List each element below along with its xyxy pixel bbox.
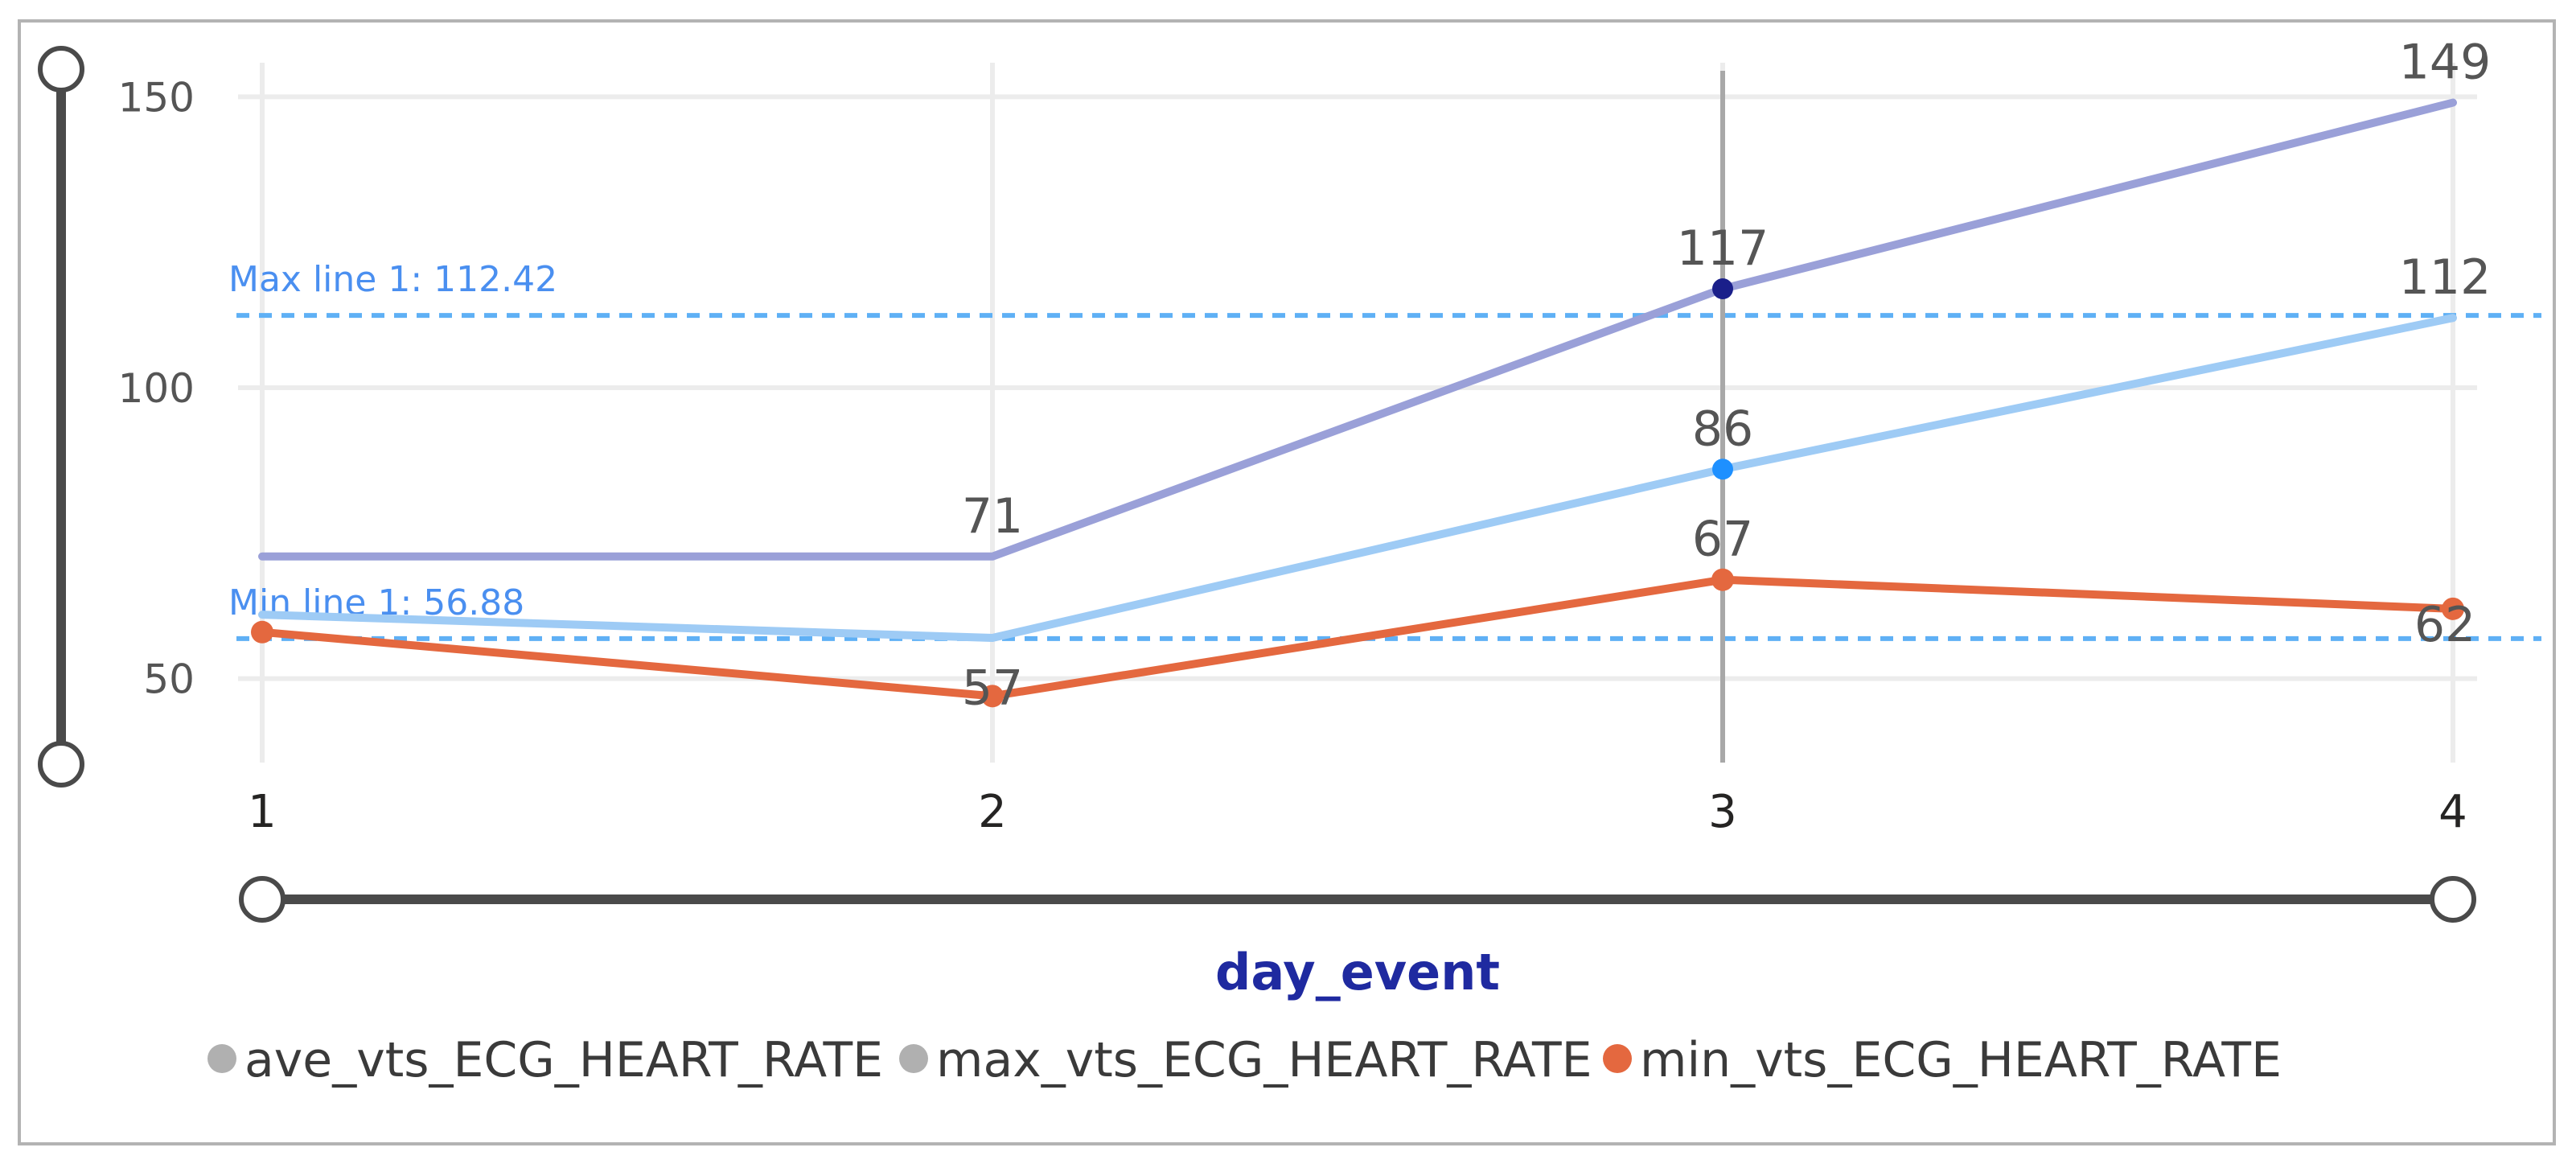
data-label: 149: [2399, 35, 2492, 91]
x-tick-label: 1: [248, 786, 277, 838]
y-tick-label: 100: [118, 365, 195, 412]
chart-frame: Max line 1: 112.42 Min line 1: 56.88 86 11…: [18, 19, 2556, 1145]
legend-item[interactable]: ave_vts_ECG_HEART_RATE: [244, 1032, 883, 1088]
legend-marker[interactable]: [1603, 1044, 1632, 1073]
legend-item[interactable]: min_vts_ECG_HEART_RATE: [1640, 1032, 2282, 1088]
x-tick-label: 2: [978, 786, 1007, 838]
x-zoom-slider-handle-right[interactable]: [2430, 876, 2476, 923]
legend-marker[interactable]: [207, 1044, 236, 1073]
reference-line-label: Max line 1: 112.42: [228, 259, 557, 300]
x-tick-label: 3: [1708, 786, 1737, 838]
data-point[interactable]: [2442, 597, 2464, 620]
x-tick-label: 4: [2438, 786, 2467, 838]
y-tick-label: 50: [143, 656, 195, 703]
data-point[interactable]: [1712, 278, 1733, 300]
data-label: 112: [2399, 249, 2492, 306]
series-line-max_vts_ECG_HEART_RATE[interactable]: [258, 98, 2457, 561]
series-line-min_vts_ECG_HEART_RATE[interactable]: [258, 575, 2457, 701]
data-point[interactable]: [1712, 459, 1733, 480]
legend-marker[interactable]: [899, 1044, 928, 1073]
series-line-ave_vts_ECG_HEART_RATE[interactable]: [258, 314, 2457, 643]
data-point[interactable]: [1711, 568, 1734, 591]
y-zoom-slider-handle-bottom[interactable]: [38, 741, 84, 788]
y-zoom-slider-handle-top[interactable]: [38, 46, 84, 93]
legend-item[interactable]: max_vts_ECG_HEART_RATE: [936, 1032, 1592, 1088]
y-tick-label: 150: [118, 74, 195, 121]
x-zoom-slider-handle-left[interactable]: [239, 876, 286, 923]
data-label: 117: [1677, 220, 1769, 277]
data-label: 57: [962, 660, 1023, 716]
data-label: 86: [1692, 401, 1753, 457]
data-point[interactable]: [981, 685, 1004, 708]
data-label: 67: [1692, 512, 1753, 568]
data-point[interactable]: [251, 620, 273, 644]
x-axis-title: day_event: [1215, 943, 1500, 1001]
data-label: 62: [2414, 597, 2475, 653]
data-label: 71: [962, 488, 1023, 545]
